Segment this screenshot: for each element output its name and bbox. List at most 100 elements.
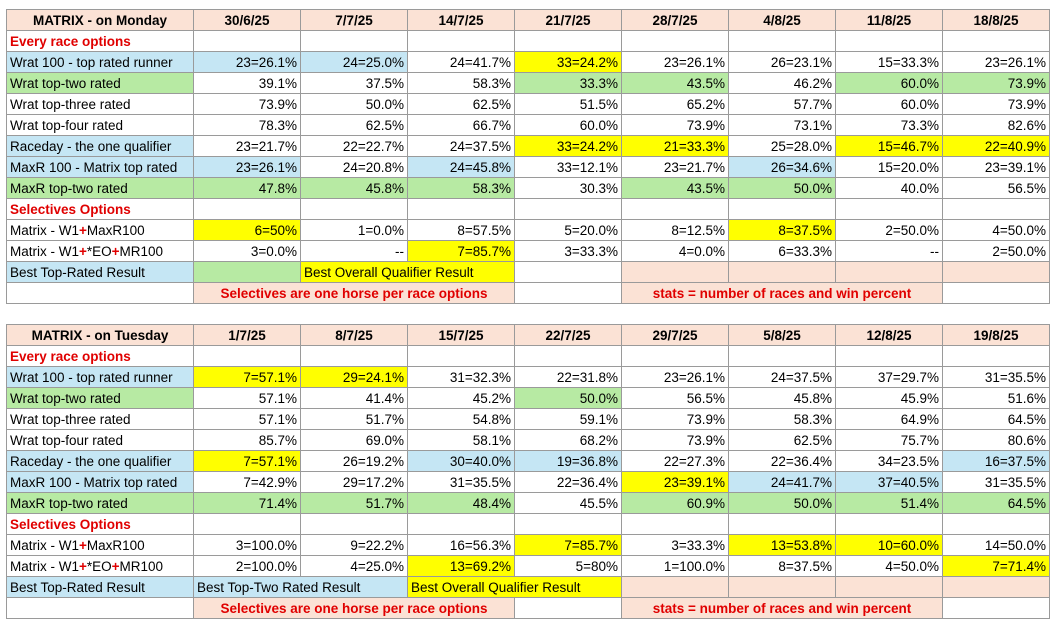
value-cell: 43.5% (621, 177, 729, 199)
value-cell: 34=23.5% (835, 450, 943, 472)
value-cell: 22=36.4% (728, 450, 836, 472)
value-cell: 23=21.7% (621, 156, 729, 178)
value-cell: 51.5% (514, 93, 622, 115)
value-cell: 24=37.5% (728, 366, 836, 388)
value-cell: 73.9% (193, 93, 301, 115)
note-stats: stats = number of races and win percent (621, 282, 943, 304)
row-label: Wrat 100 - top rated runner (6, 51, 194, 73)
empty-cell (514, 198, 622, 220)
legend-best-top-rated: Best Top-Rated Result (6, 576, 194, 598)
value-cell: 39.1% (193, 72, 301, 94)
value-cell: 3=33.3% (514, 240, 622, 262)
empty-cell (942, 282, 1050, 304)
value-cell: 24=41.7% (407, 51, 515, 73)
value-cell: 14=50.0% (942, 534, 1050, 556)
table-row: MaxR top-two rated 47.8% 45.8% 58.3% 30.3% 43… (6, 177, 1050, 199)
value-cell: 26=23.1% (728, 51, 836, 73)
date-header: 15/7/25 (407, 324, 515, 346)
value-cell: 60.9% (621, 492, 729, 514)
row-label: Raceday - the one qualifier (6, 135, 194, 157)
value-cell: 71.4% (193, 492, 301, 514)
value-cell: 15=33.3% (835, 51, 943, 73)
value-cell: 82.6% (942, 114, 1050, 136)
value-cell: 45.5% (514, 492, 622, 514)
value-cell: 60.0% (514, 114, 622, 136)
empty-cell (728, 345, 836, 367)
value-cell: 37=40.5% (835, 471, 943, 493)
value-cell: 4=25.0% (300, 555, 408, 577)
value-cell: 22=36.4% (514, 471, 622, 493)
value-cell: 37.5% (300, 72, 408, 94)
value-cell: 29=24.1% (300, 366, 408, 388)
date-header: 11/8/25 (835, 9, 943, 31)
section-row: Selectives Options (6, 513, 1050, 535)
section-label-selectives: Selectives Options (6, 513, 194, 535)
row-label: Wrat top-two rated (6, 72, 194, 94)
plus-sign: + (79, 537, 87, 553)
note-row: Selectives are one horse per race option… (6, 282, 1050, 304)
table-row: Matrix - W1+MaxR100 6=50% 1=0.0% 8=57.5% 5=2… (6, 219, 1050, 241)
value-cell: 45.9% (835, 387, 943, 409)
value-cell: 51.7% (300, 492, 408, 514)
empty-cell (942, 513, 1050, 535)
plus-sign: + (79, 243, 87, 259)
value-cell: 8=12.5% (621, 219, 729, 241)
row-label: Wrat top-two rated (6, 387, 194, 409)
value-cell: 60.0% (835, 93, 943, 115)
empty-cell (514, 282, 622, 304)
value-cell: 3=100.0% (193, 534, 301, 556)
value-cell: 31=35.5% (942, 471, 1050, 493)
empty-cell (514, 30, 622, 52)
value-cell: 9=22.2% (300, 534, 408, 556)
plus-sign: + (111, 243, 120, 259)
label-mid: MaxR100 (86, 537, 145, 553)
row-label: Matrix - W1+MaxR100 (6, 534, 194, 556)
value-cell: 7=57.1% (193, 366, 301, 388)
value-cell: 31=32.3% (407, 366, 515, 388)
empty-cell (514, 597, 622, 619)
header-row: MATRIX - on Monday 30/6/25 7/7/25 14/7/25 21… (6, 9, 1050, 31)
value-cell: -- (300, 240, 408, 262)
value-cell: 23=39.1% (621, 471, 729, 493)
value-cell: 15=46.7% (835, 135, 943, 157)
empty-cell (193, 30, 301, 52)
value-cell: 50.0% (728, 177, 836, 199)
empty-cell (514, 345, 622, 367)
value-cell: 73.9% (621, 429, 729, 451)
empty-cell (835, 513, 943, 535)
empty-cell (835, 576, 943, 598)
value-cell: 51.7% (300, 408, 408, 430)
section-row: Every race options (6, 345, 1050, 367)
row-label: Wrat 100 - top rated runner (6, 366, 194, 388)
table-row: Raceday - the one qualifier 7=57.1% 26=19.… (6, 450, 1050, 472)
row-label: Raceday - the one qualifier (6, 450, 194, 472)
value-cell: 23=39.1% (942, 156, 1050, 178)
note-row: Selectives are one horse per race option… (6, 597, 1050, 619)
value-cell: 59.1% (514, 408, 622, 430)
value-cell: 33=24.2% (514, 135, 622, 157)
date-header: 4/8/25 (728, 9, 836, 31)
value-cell: 23=26.1% (193, 51, 301, 73)
value-cell: 33.3% (514, 72, 622, 94)
empty-cell (728, 198, 836, 220)
empty-cell (942, 597, 1050, 619)
value-cell: 15=20.0% (835, 156, 943, 178)
table-title: MATRIX - on Tuesday (6, 324, 194, 346)
date-header: 12/8/25 (835, 324, 943, 346)
value-cell: 50.0% (728, 492, 836, 514)
empty-cell (942, 198, 1050, 220)
empty-cell (621, 513, 729, 535)
date-header: 14/7/25 (407, 9, 515, 31)
value-cell: 16=37.5% (942, 450, 1050, 472)
row-label: Wrat top-four rated (6, 114, 194, 136)
value-cell: 58.3% (407, 72, 515, 94)
label-tail: MR100 (119, 243, 164, 259)
section-row: Every race options (6, 30, 1050, 52)
value-cell: 45.8% (728, 387, 836, 409)
empty-cell (514, 513, 622, 535)
row-label: MaxR 100 - Matrix top rated (6, 156, 194, 178)
value-cell: 50.0% (514, 387, 622, 409)
empty-cell (407, 30, 515, 52)
value-cell: 45.2% (407, 387, 515, 409)
date-header: 8/7/25 (300, 324, 408, 346)
